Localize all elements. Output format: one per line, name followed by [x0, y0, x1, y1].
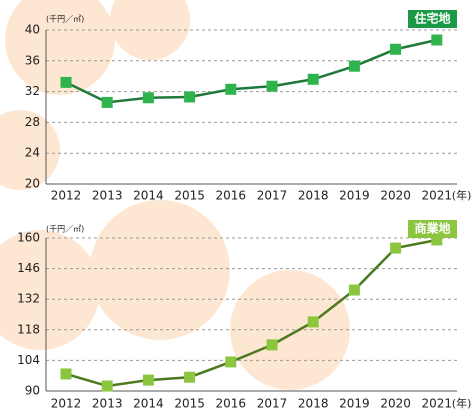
- x-tick-label: 2014: [133, 189, 164, 203]
- x-tick-label: 2015: [174, 397, 205, 410]
- x-tick-label: 2018: [298, 189, 329, 203]
- marker: [390, 43, 402, 55]
- marker: [307, 73, 319, 85]
- x-tick-label: 2016: [216, 397, 247, 410]
- x-tick-label: 2013: [92, 189, 123, 203]
- chart-title: 商業地: [414, 221, 450, 236]
- x-tick-label: 2021: [422, 189, 453, 203]
- marker: [266, 339, 278, 351]
- y-tick-label: 20: [25, 177, 40, 191]
- title-badge: [408, 10, 457, 28]
- marker: [431, 234, 443, 246]
- title-badge: [408, 220, 457, 238]
- y-tick-label: 90: [25, 384, 40, 398]
- x-tick-label: 2012: [51, 189, 82, 203]
- marker: [225, 83, 237, 95]
- marker: [142, 374, 154, 386]
- y-tick-label: 40: [25, 23, 40, 37]
- marker: [101, 96, 113, 108]
- marker: [184, 91, 196, 103]
- x-tick-label: 2020: [380, 397, 411, 410]
- x-tick-label: 2020: [380, 189, 411, 203]
- y-unit: (千円／㎡): [46, 14, 84, 24]
- y-tick-label: 132: [17, 292, 40, 306]
- y-tick-label: 24: [25, 146, 40, 160]
- y-tick-label: 160: [17, 231, 40, 245]
- marker: [348, 60, 360, 72]
- marker: [101, 380, 113, 392]
- x-tick-label: 2018: [298, 397, 329, 410]
- x-unit: (年): [452, 396, 472, 410]
- x-tick-label: 2014: [133, 397, 164, 410]
- x-tick-label: 2012: [51, 397, 82, 410]
- marker: [390, 242, 402, 254]
- x-tick-label: 2013: [92, 397, 123, 410]
- background-decoration: [0, 0, 350, 390]
- marker: [60, 368, 72, 380]
- line: [65, 38, 438, 104]
- y-tick-label: 36: [25, 53, 40, 67]
- marker: [431, 34, 443, 46]
- marker: [142, 92, 154, 104]
- x-tick-label: 2021: [422, 397, 453, 410]
- x-tick-label: 2019: [339, 397, 370, 410]
- chart-title: 住宅地: [414, 11, 450, 26]
- marker: [307, 316, 319, 328]
- y-tick-label: 146: [17, 261, 40, 275]
- marker: [266, 80, 278, 92]
- x-tick-label: 2016: [216, 189, 247, 203]
- y-tick-label: 104: [17, 353, 40, 367]
- marker: [184, 371, 196, 383]
- y-tick-label: 118: [17, 322, 40, 336]
- y-tick-label: 32: [25, 84, 40, 98]
- x-tick-label: 2019: [339, 189, 370, 203]
- line: [65, 238, 438, 388]
- x-unit: (年): [452, 188, 472, 202]
- y-tick-label: 28: [25, 115, 40, 129]
- marker: [225, 356, 237, 368]
- marker: [348, 284, 360, 296]
- x-tick-label: 2015: [174, 189, 205, 203]
- x-tick-label: 2017: [257, 397, 288, 410]
- y-unit: (千円／㎡): [46, 224, 84, 234]
- x-tick-label: 2017: [257, 189, 288, 203]
- marker: [60, 76, 72, 88]
